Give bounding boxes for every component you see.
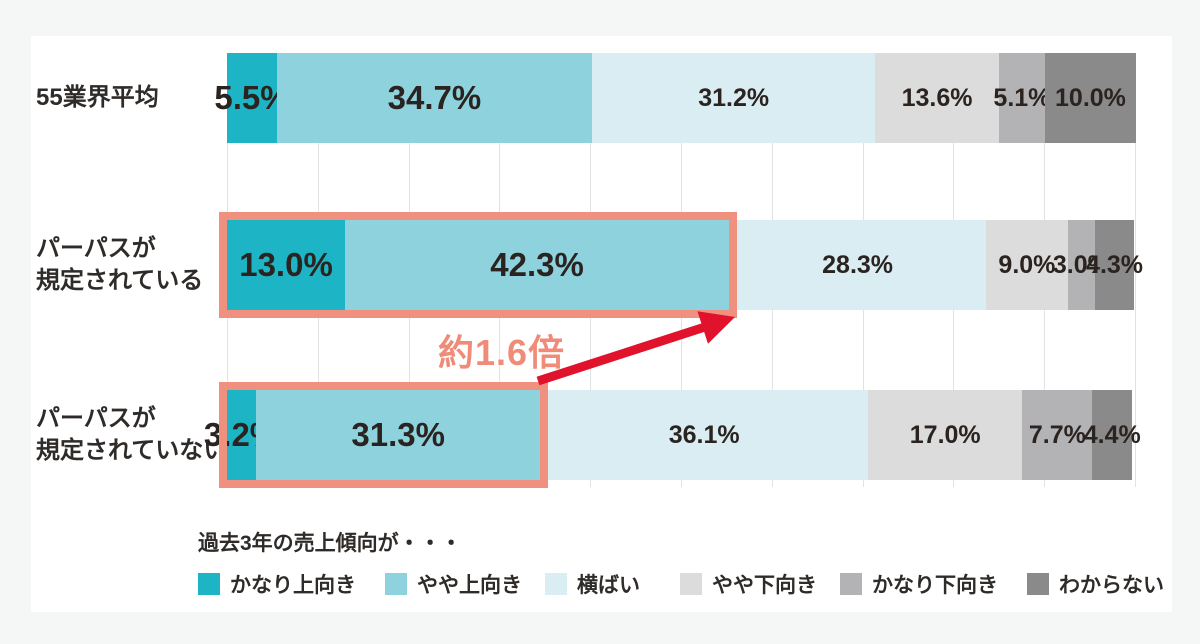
bar-segment: 10.0%	[1045, 53, 1136, 143]
bar-segment: 34.7%	[276, 53, 592, 143]
highlight-box	[219, 382, 549, 488]
legend-swatch-icon	[680, 573, 702, 595]
ratio-annotation: 約1.6倍	[438, 332, 566, 373]
category-label-line: 規定されている	[36, 267, 204, 294]
legend-label: やや上向き	[417, 574, 522, 597]
bar-segment: 28.3%	[729, 220, 987, 310]
legend-label: やや下向き	[712, 574, 817, 597]
bar-segment: 36.1%	[540, 390, 869, 480]
bar-segment: 4.4%	[1084, 390, 1141, 480]
segment-value-label: 10.0%	[1055, 83, 1126, 112]
category-label: パーパスが規定されていない	[36, 390, 227, 480]
legend-item: かなり上向き	[198, 572, 356, 597]
segment-value-label: 4.3%	[1086, 250, 1144, 279]
legend-label: わからない	[1059, 574, 1164, 597]
segment-value-label: 36.1%	[668, 420, 740, 449]
category-label-line: パーパスが	[36, 405, 156, 433]
legend-swatch-icon	[198, 573, 220, 595]
segment-value-label: 17.0%	[909, 420, 981, 449]
category-label-line: 規定されていない	[36, 437, 228, 464]
bar-segment: 13.6%	[875, 53, 999, 143]
segment-value-label: 34.7%	[387, 79, 482, 116]
bar-row: 5.5% 34.7% 31.2% 13.6% 5.1% 10.0%	[214, 53, 1136, 143]
bar-segment: 4.3%	[1086, 220, 1143, 310]
legend-item: 横ばい	[545, 572, 640, 597]
legend-swatch-icon	[1027, 573, 1049, 595]
legend-swatch-icon	[840, 573, 862, 595]
category-label: 55業界平均	[36, 53, 159, 143]
legend-item: やや下向き	[680, 572, 817, 597]
bar-segment: 17.0%	[868, 390, 1023, 480]
category-label-line: パーパスが	[36, 235, 156, 263]
legend-title: 過去3年の売上傾向が・・・	[198, 532, 462, 555]
bar-segment: 9.0%	[986, 220, 1068, 310]
legend-item: やや上向き	[385, 572, 522, 597]
legend-label: かなり下向き	[872, 574, 998, 597]
bar-segment: 5.5%	[214, 53, 290, 143]
bar-segment: 7.7%	[1022, 390, 1093, 480]
segment-value-label: 13.0%	[239, 246, 333, 283]
legend-swatch-icon	[545, 573, 567, 595]
highlight-box	[219, 212, 738, 318]
segment-value-label: 13.6%	[901, 83, 973, 112]
category-label-line: 55業界平均	[36, 84, 159, 112]
legend-item: わからない	[1027, 572, 1164, 597]
bar-row: 13.0% 42.3% 28.3% 9.0% 3.0% 4.3%	[227, 220, 1143, 310]
bar-row: 3.2% 31.3% 36.1% 17.0% 7.7% 4.4%	[204, 390, 1141, 480]
growth-arrow-icon	[536, 311, 735, 386]
segment-value-label: 28.3%	[822, 250, 894, 279]
bar-segment: 5.1%	[993, 53, 1050, 143]
bar-segment: 13.0%	[227, 220, 346, 310]
segment-value-label: 5.1%	[993, 83, 1051, 112]
gridline	[1135, 53, 1136, 487]
segment-value-label: 9.0%	[998, 250, 1056, 279]
segment-value-label: 7.7%	[1028, 420, 1086, 449]
segment-value-label: 31.3%	[351, 416, 445, 453]
bar-segment: 31.2%	[592, 53, 876, 143]
bar-segment: 42.3%	[345, 220, 730, 310]
legend-label: 横ばい	[577, 574, 640, 597]
category-label: パーパスが規定されている	[36, 220, 203, 310]
segment-value-label: 31.2%	[698, 83, 770, 112]
bar-segment: 31.3%	[256, 390, 541, 480]
segment-value-label: 42.3%	[490, 246, 584, 283]
legend-item: かなり下向き	[840, 572, 998, 597]
legend-label: かなり上向き	[230, 574, 356, 597]
legend-swatch-icon	[385, 573, 407, 595]
segment-value-label: 4.4%	[1083, 420, 1141, 449]
